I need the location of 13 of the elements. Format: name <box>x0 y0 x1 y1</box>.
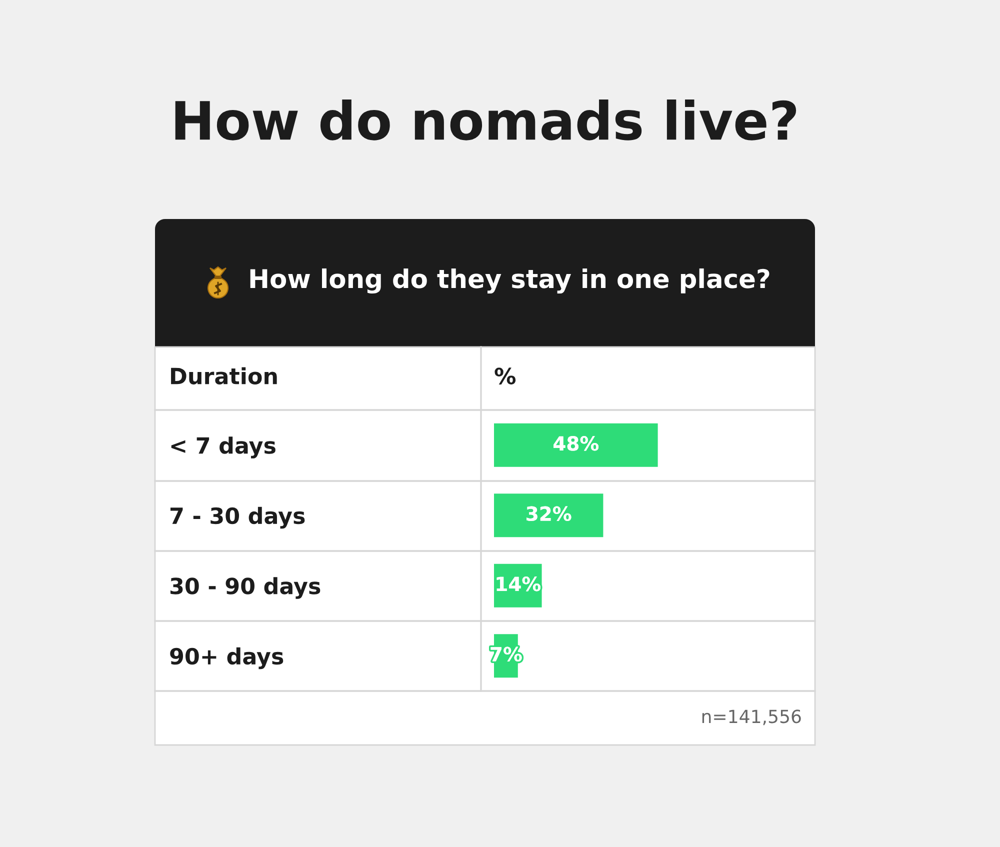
data-label: 48% <box>554 436 599 451</box>
x-axis-title: % <box>494 368 516 384</box>
y-axis-title: Duration <box>171 367 277 384</box>
data-label: 14% <box>496 576 541 592</box>
y-tick-label: < 7 days <box>171 436 276 458</box>
chart-subtitle: How long do they stay in one place? <box>250 268 770 294</box>
y-tick-label: 30 - 90 days <box>170 577 320 599</box>
text: n=141,556 <box>702 710 801 726</box>
y-tick-label: 90+ days <box>170 647 284 670</box>
y-tick-label: 7 - 30 days <box>170 506 305 529</box>
chart-title: How do nomads live? <box>175 99 796 140</box>
data-label: 32% <box>526 506 572 522</box>
bar <box>494 423 658 467</box>
